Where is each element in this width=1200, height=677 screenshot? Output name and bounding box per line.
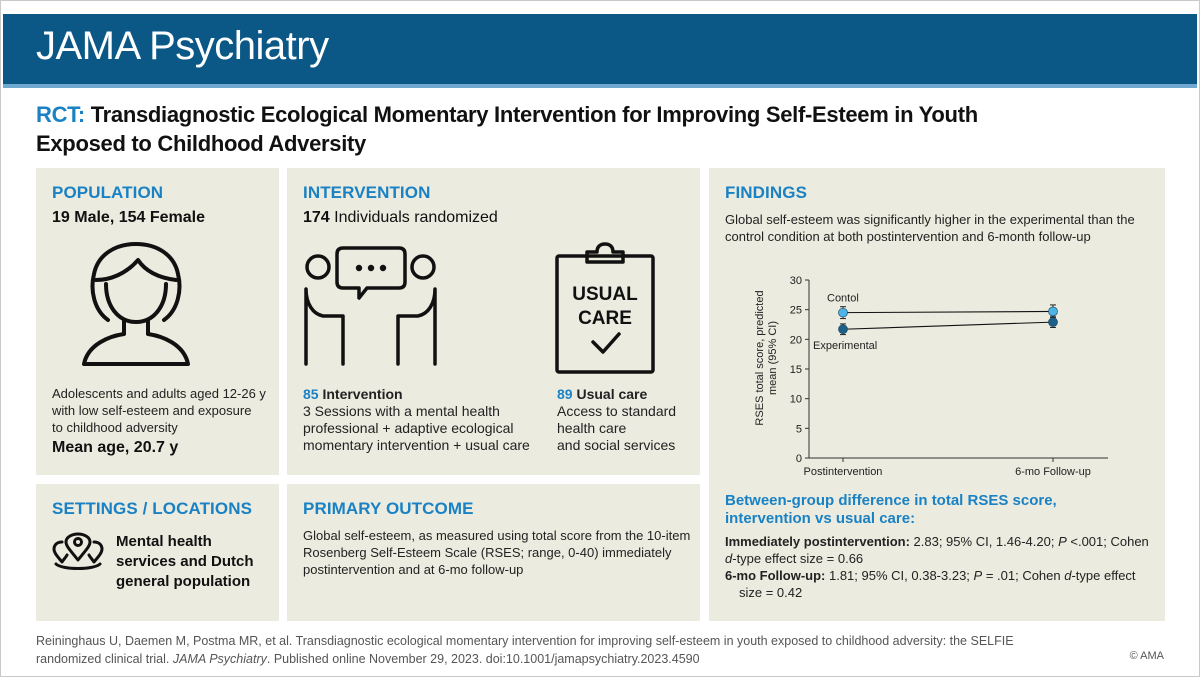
series-line-0 [842,310,1054,314]
intervention-panel: INTERVENTION 174 Individuals randomized … [287,168,700,475]
result2-line-1: 6-mo Follow-up: 1.81; 95% CI, 0.38-3.23;… [725,567,1136,584]
citation-line-2: randomized clinical trial. JAMA Psychiat… [36,650,1036,668]
result1-line-1: Immediately postintervention: 2.83; 95% … [725,533,1149,550]
title-tag: RCT: [36,102,85,127]
result2-p-value: = .01; Cohen [982,568,1065,583]
arm1-title: 85 Intervention [303,386,403,403]
rses-line-chart: RSES total score, predicted mean (95% CI… [754,275,1108,478]
arm2-desc-3: and social services [557,437,676,453]
outcome-line-2: Rosenberg Self-Esteem Scale (RSES; range… [303,545,672,560]
arm1-desc-3: momentary intervention + usual care [303,437,530,453]
y-tick-label: 30 [790,275,802,287]
settings-line-2: services and Dutch [116,553,254,570]
arm2-title: 89 Usual care [557,386,647,403]
clipboard-check-icon: USUAL CARE [555,242,655,374]
primary-outcome-panel: PRIMARY OUTCOME Global self-esteem, as m… [287,484,700,621]
header-stripe [3,84,1197,88]
y-tick-label: 15 [790,364,802,376]
journal-brand: JAMA Psychiatry [36,24,329,68]
legend-label-control: Contol [827,293,859,305]
y-axis-label-1: RSES total score, predicted [754,290,766,425]
findings-summary-2: control condition at both postinterventi… [725,229,1091,244]
findings-panel: FINDINGS Global self-esteem was signific… [709,168,1165,621]
citation: Reininghaus U, Daemen M, Postma MR, et a… [36,632,1036,668]
y-tick-label: 20 [790,334,802,346]
arm2-label: Usual care [576,386,648,402]
result1-label: Immediately postintervention: [725,534,910,549]
person-icon [82,242,190,366]
population-desc-2: with low self-esteem and exposure [52,403,252,418]
diff-heading-2: intervention vs usual care: [725,510,916,527]
settings-panel: SETTINGS / LOCATIONS Mental health servi… [36,484,279,621]
arm1-label: Intervention [322,386,403,402]
y-tick-label: 25 [790,305,802,317]
journal-header: JAMA Psychiatry [3,14,1197,84]
citation-part-b: . Published online November 29, 2023. do… [266,652,700,666]
copyright: © AMA [1129,650,1164,662]
randomized-count: 174 [303,209,330,226]
data-point [838,307,848,318]
arm2-count: 89 [557,386,573,402]
result2-values: 1.81; 95% CI, 0.38-3.23; [825,568,974,583]
population-desc-1: Adolescents and adults aged 12-26 y [52,386,266,401]
diff-heading-1: Between-group difference in total RSES s… [725,492,1057,509]
settings-line-1: Mental health [116,533,212,550]
citation-part-a: randomized clinical trial. [36,652,173,666]
y-tick-label: 10 [790,394,802,406]
y-axis-label-2: mean (95% CI) [767,321,779,395]
population-desc-3: to childhood adversity [52,420,178,435]
intervention-heading: INTERVENTION [303,183,431,202]
y-tick-label: 5 [796,423,802,435]
outcome-line-1: Global self-esteem, as measured using to… [303,528,691,543]
outcome-line-3: postintervention and at 6-mo follow-up [303,562,524,577]
randomized-label: Individuals randomized [334,209,498,226]
arm2-desc-2: health care [557,420,627,436]
result1-line-2: d-type effect size = 0.66 [725,550,863,567]
chart-axes: 0 5 10 15 20 25 30 Postintervention 6-mo Follow-… [790,275,1108,478]
arm1-desc-2: professional + adaptive ecological [303,420,514,436]
result1-p-symbol: P [1058,534,1067,549]
data-point [1048,306,1058,317]
outcome-heading: PRIMARY OUTCOME [303,499,474,518]
population-counts: 19 Male, 154 Female [52,209,205,226]
data-point [838,324,848,335]
arm1-count: 85 [303,386,319,402]
title-line-1: Transdiagnostic Ecological Momentary Int… [90,102,978,127]
clipboard-text-2: CARE [578,308,632,329]
population-panel: POPULATION 19 Male, 154 Female Adolescen… [36,168,279,475]
title-line-2: Exposed to Childhood Adversity [36,131,366,156]
series-line-1 [842,321,1054,330]
x-tick-label: Postintervention [804,466,883,478]
legend-label-experimental: Experimental [813,340,877,352]
result2-d-symbol: d [1064,568,1072,583]
x-tick-label: 6-mo Follow-up [1015,466,1091,478]
arm2-desc-1: Access to standard [557,403,677,419]
result2-p-symbol: P [973,568,983,583]
findings-summary-1: Global self-esteem was significantly hig… [725,212,1135,227]
clipboard-text-1: USUAL [572,284,638,305]
population-heading: POPULATION [52,183,164,202]
y-axis-title: RSES total score, predicted mean (95% CI… [754,290,779,425]
result1-effect: -type effect size = 0.66 [732,551,864,566]
y-tick-label: 0 [796,453,802,465]
result1-values: 2.83; 95% CI, 1.46-4.20; [909,534,1059,549]
result1-d-symbol: d [725,551,733,566]
population-mean-age: Mean age, 20.7 y [52,439,179,456]
settings-line-3: general population [116,573,251,590]
arm1-desc-1: 3 Sessions with a mental health [303,403,500,419]
result1-p-value: <.001; Cohen [1066,534,1149,549]
citation-line-1: Reininghaus U, Daemen M, Postma MR, et a… [36,634,1014,648]
randomized-line: 174 Individuals randomized [303,208,498,228]
citation-journal: JAMA Psychiatry [172,652,267,666]
result2-line-2: size = 0.42 [739,585,803,600]
chart-marks: Contol Experimental [813,293,1058,352]
map-pin-icon [52,532,104,570]
page-title: RCT: Transdiagnostic Ecological Momentar… [36,100,1166,158]
result2-label: 6-mo Follow-up: [725,568,826,583]
data-point [1048,317,1058,327]
settings-heading: SETTINGS / LOCATIONS [52,499,253,518]
result2-effect-a: -type effect [1071,568,1136,583]
conversation-icon [304,246,437,366]
findings-heading: FINDINGS [725,183,808,202]
